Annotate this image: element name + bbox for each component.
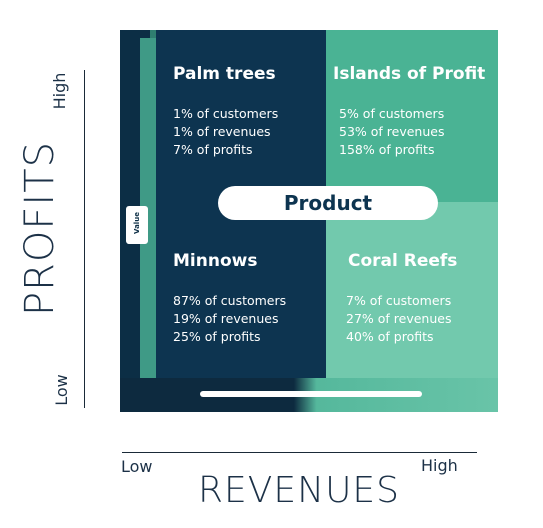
x-axis-low-label: Low	[121, 457, 153, 476]
quadrant-title: Islands of Profit	[333, 64, 486, 84]
quadrant-minnows: Minnows 87% of customers 19% of revenues…	[156, 202, 326, 378]
quadrant-stat-customers: 1% of customers	[173, 106, 279, 121]
product-label: Product	[283, 191, 373, 215]
quadrant-palm-trees: Palm trees 1% of customers 1% of revenue…	[156, 30, 326, 202]
quadrant-stat-profits: 25% of profits	[173, 329, 261, 344]
quadrant-title: Minnows	[173, 251, 258, 271]
y-axis-high-label: High	[50, 72, 69, 110]
y-axis-title: PROFITS	[17, 140, 63, 316]
quadrant-stat-profits: 7% of profits	[173, 142, 253, 157]
quadrant-stat-customers: 5% of customers	[339, 106, 445, 121]
quadrant-stat-customers: 7% of customers	[346, 293, 452, 308]
x-axis-high-label: High	[421, 456, 458, 475]
quadrant-title: Palm trees	[173, 64, 276, 84]
quadrant-coral-reefs: Coral Reefs 7% of customers 27% of reven…	[326, 202, 498, 378]
product-label-pill	[218, 186, 438, 220]
quadrant-stat-revenues: 27% of revenues	[346, 311, 452, 326]
x-axis-line	[122, 452, 477, 453]
quadrant-islands-of-profit: Islands of Profit 5% of customers 53% of…	[326, 30, 498, 202]
quadrant-stat-profits: 158% of profits	[339, 142, 435, 157]
quadrant-stat-customers: 87% of customers	[173, 293, 287, 308]
side-label-text: Value	[133, 212, 141, 234]
quadrant-title: Coral Reefs	[348, 251, 458, 271]
y-axis-low-label: Low	[52, 374, 71, 406]
x-axis-title: REVENUES	[198, 470, 401, 511]
quadrant-stat-revenues: 19% of revenues	[173, 311, 279, 326]
side-label-tab	[126, 206, 148, 244]
y-axis-line	[84, 70, 85, 408]
quadrant-stat-revenues: 1% of revenues	[173, 124, 271, 139]
quadrant-stat-revenues: 53% of revenues	[339, 124, 445, 139]
bottom-label-tab	[200, 391, 422, 397]
cube-left-strip	[140, 38, 156, 406]
quadrant-stat-profits: 40% of profits	[346, 329, 434, 344]
